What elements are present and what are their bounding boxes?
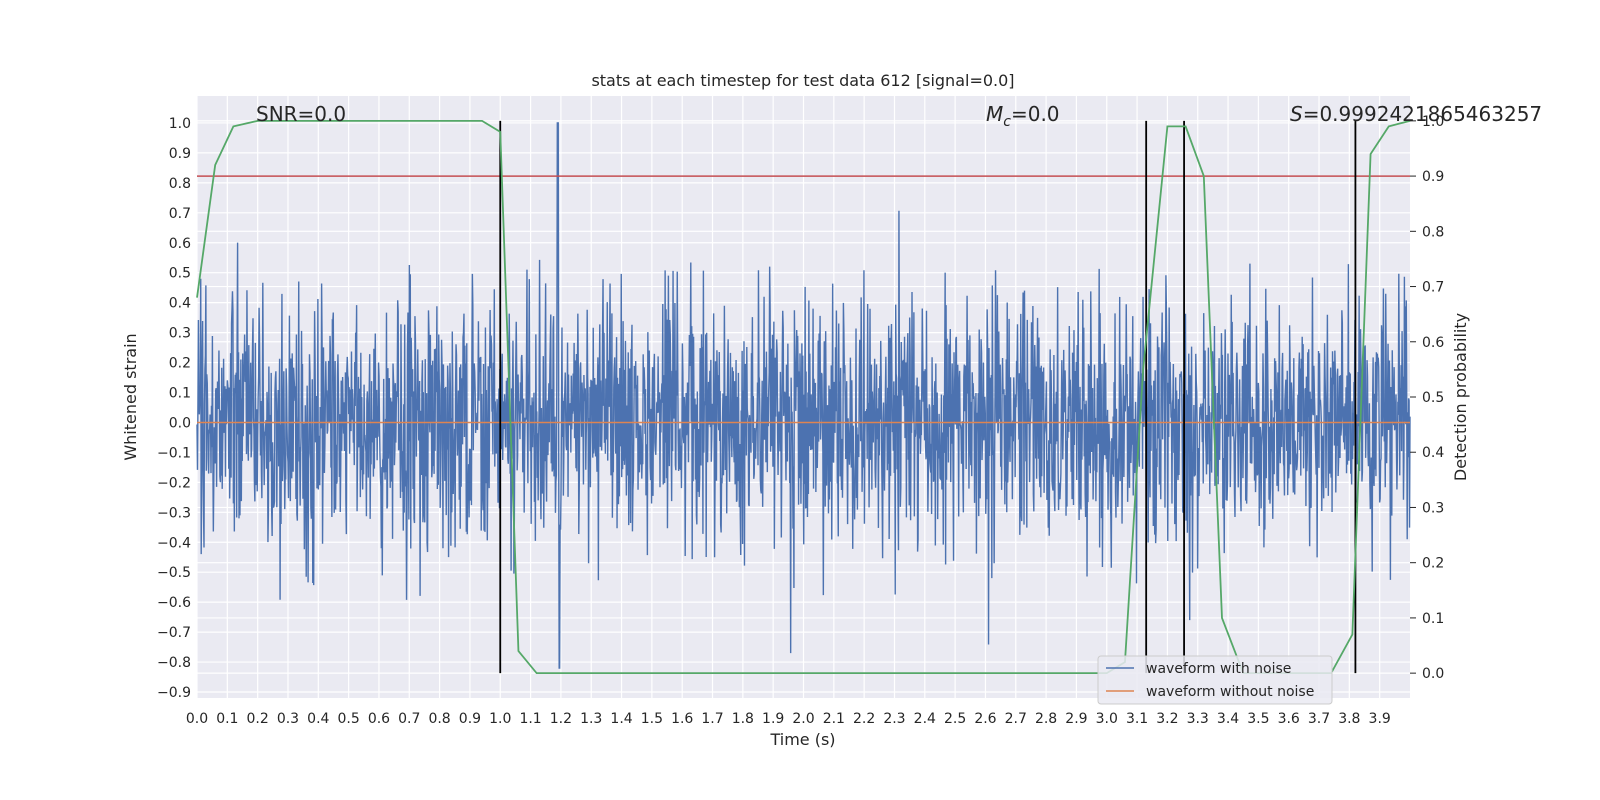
y-tick-label: 0.2 bbox=[169, 356, 191, 372]
y-tick-label: −0.4 bbox=[157, 535, 191, 551]
x-tick-label: 2.3 bbox=[883, 711, 905, 727]
y2-tick-label: 1.0 bbox=[1422, 114, 1444, 130]
waveform-with-noise-line bbox=[196, 122, 1411, 669]
x-tick-label: 2.5 bbox=[944, 711, 966, 727]
y-tick-label: −0.5 bbox=[157, 565, 191, 581]
x-axis-ticks: 0.0 0.1 0.2 0.3 0.4 0.5 0.6 0.7 0.8 0.9 1.0 1.1 1.2 1… bbox=[186, 711, 1391, 727]
x-tick-label: 2.8 bbox=[1035, 711, 1057, 727]
x-tick-label: 1.1 bbox=[519, 711, 541, 727]
x-tick-label: 1.2 bbox=[550, 711, 572, 727]
y2-axis-ticks: 1.0 0.9 0.8 0.7 0.6 0.5 0.4 0.3 0.2 0.1 0.0 bbox=[1410, 114, 1444, 682]
y-tick-label: 0.8 bbox=[169, 176, 191, 192]
x-tick-label: 3.5 bbox=[1247, 711, 1269, 727]
x-tick-label: 2.9 bbox=[1065, 711, 1087, 727]
x-tick-label: 2.0 bbox=[792, 711, 814, 727]
x-tick-label: 0.9 bbox=[459, 711, 481, 727]
x-tick-label: 3.4 bbox=[1217, 711, 1239, 727]
x-tick-label: 2.1 bbox=[823, 711, 845, 727]
y2-tick-label: 0.2 bbox=[1422, 556, 1444, 572]
x-tick-label: 1.3 bbox=[580, 711, 602, 727]
series-waveform-with-noise bbox=[196, 122, 1411, 669]
mc-annotation: Mc=0.0 bbox=[986, 102, 1060, 130]
x-tick-label: 0.7 bbox=[398, 711, 420, 727]
x-tick-label: 0.8 bbox=[428, 711, 450, 727]
s-value: =0.9992421865463257 bbox=[1303, 102, 1542, 126]
y2-tick-label: 0.0 bbox=[1422, 666, 1444, 682]
y-tick-label: −0.3 bbox=[157, 505, 191, 521]
y-tick-label: 0.1 bbox=[169, 386, 191, 402]
y-axis-label: Whitened strain bbox=[121, 333, 140, 460]
y-tick-label: 0.5 bbox=[169, 266, 191, 282]
x-tick-label: 1.6 bbox=[671, 711, 693, 727]
y-tick-label: 0.0 bbox=[169, 415, 191, 431]
y-tick-label: 0.6 bbox=[169, 236, 191, 252]
x-tick-label: 1.8 bbox=[732, 711, 754, 727]
x-tick-label: 2.6 bbox=[974, 711, 996, 727]
legend-box bbox=[1097, 655, 1333, 705]
legend-label-clean: waveform without noise bbox=[1146, 684, 1314, 700]
x-tick-label: 0.0 bbox=[186, 711, 208, 727]
x-tick-label: 0.6 bbox=[368, 711, 390, 727]
x-tick-label: 1.4 bbox=[610, 711, 632, 727]
y2-tick-label: 0.1 bbox=[1422, 611, 1444, 627]
x-tick-label: 2.4 bbox=[914, 711, 936, 727]
x-tick-label: 3.3 bbox=[1187, 711, 1209, 727]
y-tick-label: −0.7 bbox=[157, 625, 191, 641]
y2-tick-label: 0.9 bbox=[1422, 169, 1444, 185]
x-tick-label: 0.3 bbox=[277, 711, 299, 727]
y-tick-label: 0.4 bbox=[169, 296, 191, 312]
annotations: SNR=0.0 Mc=0.0 S=0.9992421865463257 bbox=[256, 102, 1542, 130]
x-tick-label: 0.2 bbox=[247, 711, 269, 727]
x-tick-label: 2.2 bbox=[853, 711, 875, 727]
x-tick-label: 3.7 bbox=[1308, 711, 1330, 727]
y-tick-label: −0.8 bbox=[157, 655, 191, 671]
x-tick-label: 3.8 bbox=[1338, 711, 1360, 727]
x-tick-label: 0.1 bbox=[216, 711, 238, 727]
vertical-markers bbox=[499, 120, 1357, 674]
y2-tick-label: 0.4 bbox=[1422, 445, 1444, 461]
x-tick-label: 3.6 bbox=[1278, 711, 1300, 727]
grid bbox=[196, 96, 1410, 698]
x-axis-label: Time (s) bbox=[769, 730, 835, 749]
s-symbol: S bbox=[1290, 102, 1303, 126]
x-tick-label: 3.0 bbox=[1096, 711, 1118, 727]
chart-title: stats at each timestep for test data 612… bbox=[591, 71, 1014, 90]
mc-subscript: c bbox=[1003, 114, 1011, 130]
y-axis-ticks: 1.0 0.9 0.8 0.7 0.6 0.5 0.4 0.3 0.2 0.1 0.0 −0.1 −0.… bbox=[157, 116, 191, 701]
y-tick-label: −0.2 bbox=[157, 475, 191, 491]
y-tick-label: 0.3 bbox=[169, 326, 191, 342]
y-tick-label: −0.9 bbox=[157, 685, 191, 701]
x-tick-label: 2.7 bbox=[1005, 711, 1027, 727]
y-tick-label: −0.6 bbox=[157, 595, 191, 611]
x-tick-label: 3.1 bbox=[1126, 711, 1148, 727]
y2-tick-label: 0.5 bbox=[1422, 390, 1444, 406]
legend-label-noise: waveform with noise bbox=[1146, 661, 1291, 677]
x-tick-label: 1.9 bbox=[762, 711, 784, 727]
y2-tick-label: 0.8 bbox=[1422, 224, 1444, 240]
snr-annotation: SNR=0.0 bbox=[256, 102, 346, 126]
y-tick-label: 0.9 bbox=[169, 146, 191, 162]
x-tick-label: 0.5 bbox=[337, 711, 359, 727]
y-tick-label: −0.1 bbox=[157, 445, 191, 461]
s-annotation: S=0.9992421865463257 bbox=[1290, 102, 1542, 126]
y2-tick-label: 0.7 bbox=[1422, 280, 1444, 296]
x-tick-label: 3.2 bbox=[1156, 711, 1178, 727]
y2-tick-label: 0.3 bbox=[1422, 500, 1444, 516]
legend: waveform with noise waveform without noi… bbox=[1097, 655, 1333, 705]
y-tick-label: 1.0 bbox=[169, 116, 191, 132]
x-tick-label: 3.9 bbox=[1369, 711, 1391, 727]
x-tick-label: 1.7 bbox=[701, 711, 723, 727]
x-tick-label: 1.0 bbox=[489, 711, 511, 727]
y-tick-label: 0.7 bbox=[169, 206, 191, 222]
x-tick-label: 1.5 bbox=[641, 711, 663, 727]
y2-axis-label: Detection probability bbox=[1451, 313, 1470, 481]
x-tick-label: 0.4 bbox=[307, 711, 329, 727]
y2-tick-label: 0.6 bbox=[1422, 335, 1444, 351]
mc-symbol: M bbox=[986, 102, 1003, 126]
mc-value: =0.0 bbox=[1011, 102, 1060, 126]
